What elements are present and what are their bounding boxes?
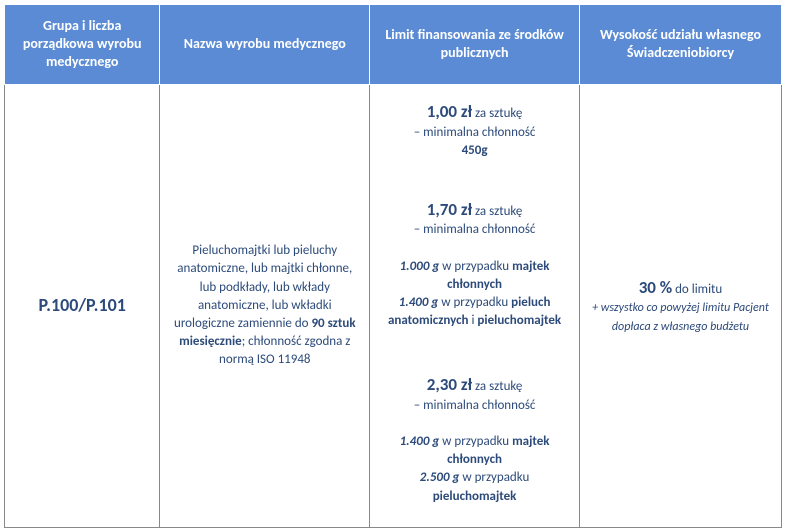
limit-row-2: 1,70 zł za sztukę – minimalna chłonność … [370,176,579,351]
product-code: P.100/P.101 [39,294,126,316]
header-group: Grupa i liczba porządkowa wyrobu medyczn… [5,5,160,85]
cell-limits: 1,00 zł za sztukę – minimalna chłonność … [370,84,580,527]
limit-row-1: 1,00 zł za sztukę – minimalna chłonność … [370,85,579,177]
header-limit: Limit finansowania ze środków publicznyc… [370,5,580,85]
header-share: Wysokość udziału własnego Świadczeniobio… [579,5,781,85]
name-text: Pieluchomajtki lub pieluchy anatomiczne,… [174,243,356,367]
header-row: Grupa i liczba porządkowa wyrobu medyczn… [5,5,782,85]
data-row: P.100/P.101 Pieluchomajtki lub pieluchy … [5,84,782,527]
limit-row-3: 2,30 zł za sztukę – minimalna chłonność … [370,352,579,527]
share-note: + wszystko co powyżej limitu Pacjent dop… [592,301,769,333]
reimbursement-table: Grupa i liczba porządkowa wyrobu medyczn… [4,4,782,528]
cell-code: P.100/P.101 [5,84,160,527]
cell-name: Pieluchomajtki lub pieluchy anatomiczne,… [160,84,370,527]
header-name: Nazwa wyrobu medycznego [160,5,370,85]
cell-share: 30 % do limitu + wszystko co powyżej lim… [579,84,781,527]
